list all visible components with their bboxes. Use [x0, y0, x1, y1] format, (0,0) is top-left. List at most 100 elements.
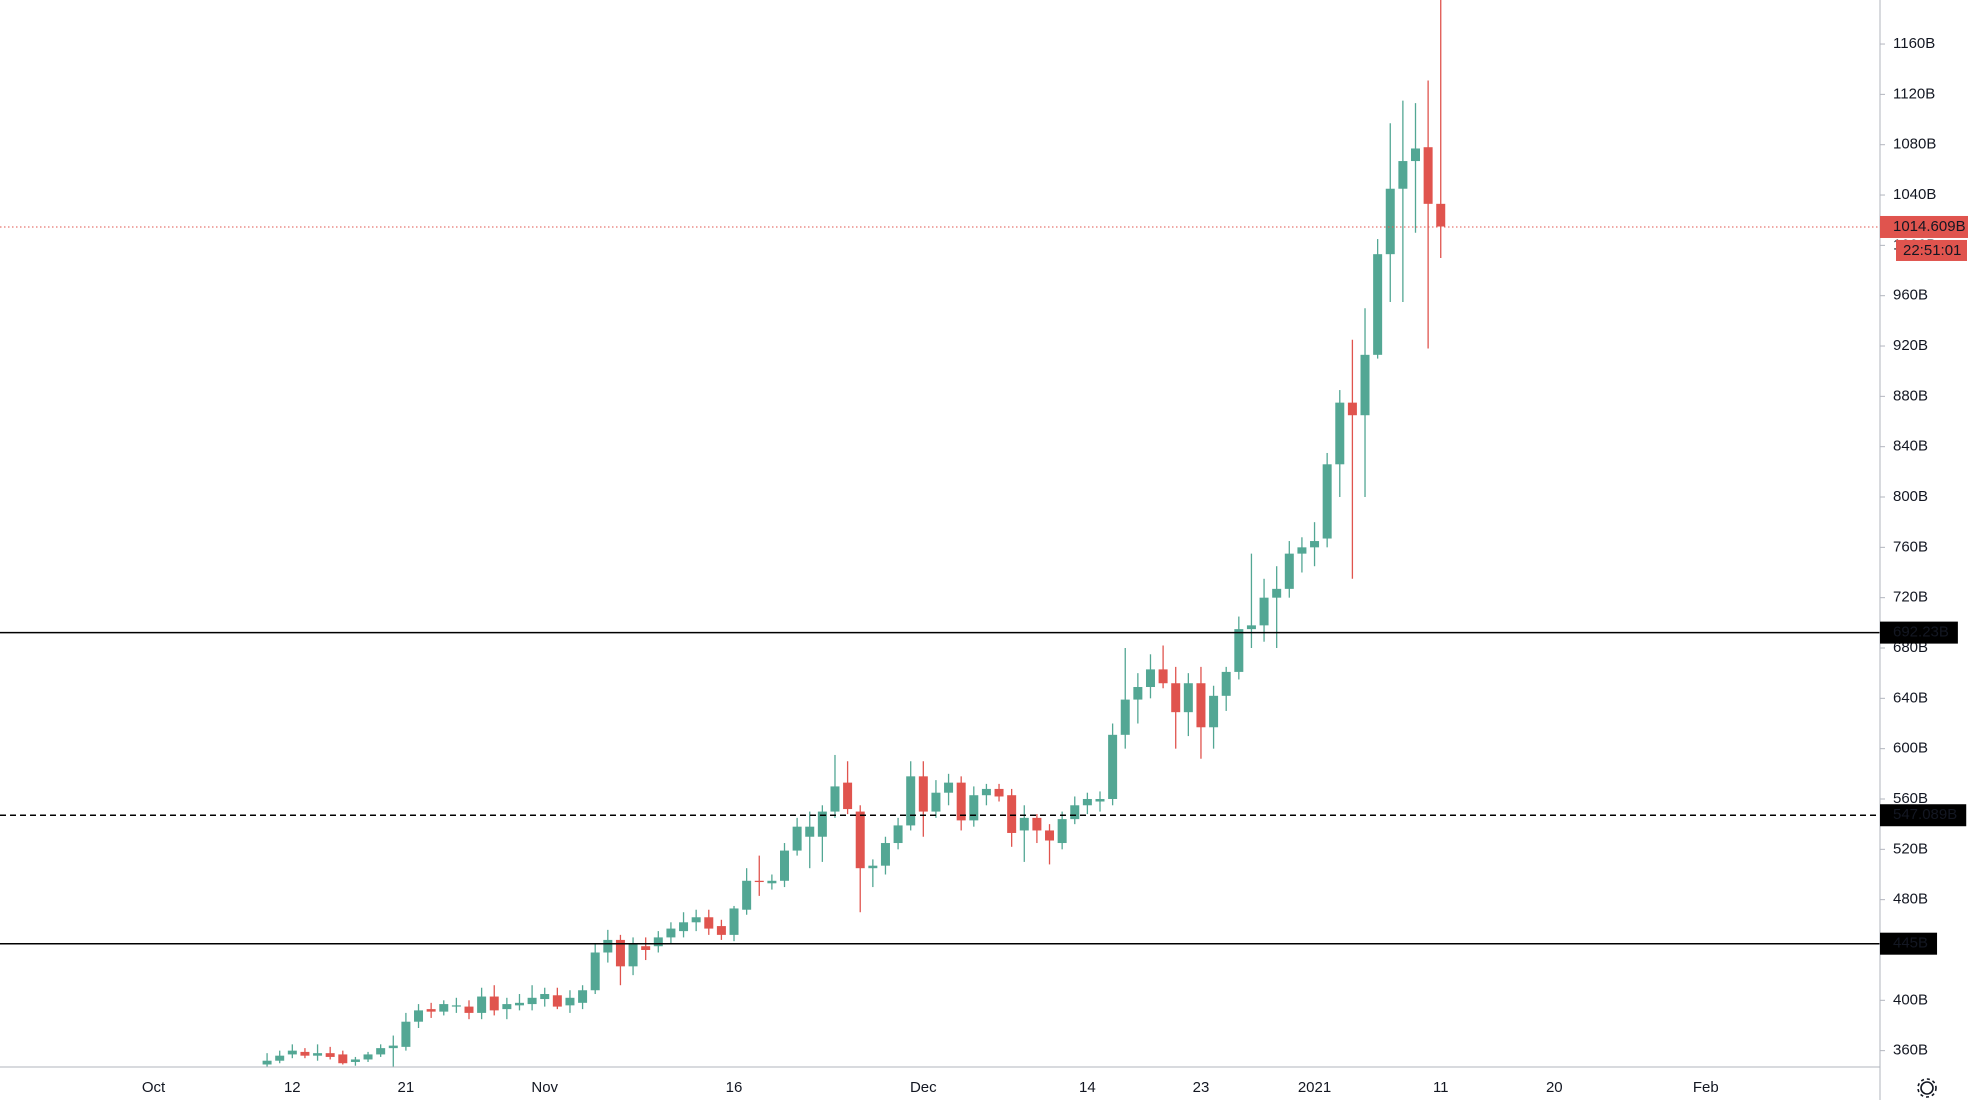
candle-body	[653, 937, 663, 947]
candle-body	[918, 776, 928, 812]
candle-body	[1347, 402, 1357, 416]
candle-body	[1045, 830, 1055, 841]
x-tick-label: 21	[398, 1079, 415, 1096]
candle-body	[426, 1009, 436, 1012]
candle-body	[1310, 541, 1320, 548]
x-tick-label: Oct	[142, 1079, 166, 1096]
y-tick-label: 720B	[1893, 589, 1928, 606]
x-tick-label: 2021	[1298, 1079, 1331, 1096]
countdown-box	[1896, 239, 1967, 261]
candle-body	[666, 928, 676, 938]
candle-body	[767, 880, 777, 884]
candle-body	[1411, 148, 1420, 162]
candle-body	[1183, 683, 1193, 713]
candle-body	[477, 996, 487, 1013]
x-tick-label: 12	[284, 1079, 301, 1096]
y-tick-label: 360B	[1893, 1042, 1928, 1059]
level-label-box	[1880, 932, 1938, 955]
candle-body	[969, 795, 979, 821]
candle-body	[691, 917, 701, 923]
candle-body	[1335, 402, 1345, 465]
level-label: 692.23B	[1893, 624, 1949, 641]
candle-body	[578, 990, 588, 1003]
candle-body	[1272, 588, 1282, 598]
candle-body	[880, 843, 890, 866]
y-tick-label: 800B	[1893, 488, 1928, 505]
candle-body	[1095, 798, 1105, 802]
candle-body	[325, 1053, 335, 1057]
y-tick-label: 520B	[1893, 840, 1928, 857]
candle-body	[565, 997, 575, 1006]
candle-body	[792, 826, 802, 851]
candle-body	[1070, 805, 1080, 820]
candle-body	[1158, 669, 1168, 684]
y-tick-label: 600B	[1893, 740, 1928, 757]
candle-body	[754, 880, 764, 883]
x-tick-label: Feb	[1693, 1079, 1719, 1096]
last-price-label: 1014.609B	[1893, 218, 1966, 235]
y-tick-label: 760B	[1893, 538, 1928, 555]
candle-body	[893, 825, 903, 844]
y-tick-label: 560B	[1893, 790, 1928, 807]
x-tick-label: Dec	[910, 1079, 937, 1096]
candle-body	[603, 939, 613, 953]
y-tick-label: 1120B	[1893, 85, 1935, 102]
candle-body	[552, 995, 562, 1007]
candle-body	[1423, 147, 1433, 204]
candle-body	[439, 1004, 449, 1012]
candle-body	[1234, 629, 1244, 672]
settings-icon[interactable]	[1917, 1078, 1937, 1098]
candle-body	[1209, 695, 1219, 728]
x-tick-label: 16	[726, 1079, 743, 1096]
candle-body	[956, 782, 966, 821]
y-tick-label: 960B	[1893, 287, 1928, 304]
x-tick-label: 20	[1546, 1079, 1563, 1096]
y-tick-label: 840B	[1893, 438, 1928, 455]
candle-body	[590, 952, 600, 991]
candle-body	[716, 926, 726, 935]
candle-body	[981, 788, 991, 796]
candle-body	[262, 1060, 272, 1065]
candle-body	[830, 786, 840, 812]
candle-body	[679, 922, 689, 932]
candle-body	[489, 996, 499, 1011]
candle-body	[338, 1054, 348, 1064]
candle-body	[931, 792, 941, 812]
candle-body	[615, 939, 625, 967]
level-label: 445B	[1893, 935, 1928, 952]
y-tick-label: 880B	[1893, 387, 1928, 404]
candle-body	[514, 1002, 524, 1006]
last-price-box	[1880, 215, 1968, 238]
candle-body	[994, 788, 1004, 797]
candle-body	[388, 1045, 398, 1049]
candle-body	[1196, 683, 1206, 728]
candle-body	[868, 865, 878, 869]
candle-body	[300, 1051, 310, 1056]
candle-body	[350, 1059, 360, 1062]
candle-body	[1373, 254, 1383, 355]
candle-body	[401, 1021, 411, 1047]
candle-body	[376, 1048, 386, 1055]
candle-body	[540, 994, 550, 1000]
candle-body	[742, 880, 752, 910]
candle-body	[1284, 553, 1294, 589]
candle-body	[704, 917, 714, 929]
x-tick-label: 23	[1193, 1079, 1210, 1096]
candle-body	[313, 1053, 323, 1056]
candle-body	[817, 811, 827, 837]
candle-body	[641, 946, 651, 950]
candle-body	[1171, 683, 1181, 713]
y-tick-label: 640B	[1893, 689, 1928, 706]
level-label: 547.089B	[1893, 806, 1957, 823]
candle-body	[843, 782, 853, 810]
candle-body	[729, 908, 739, 935]
candle-body	[414, 1010, 424, 1022]
y-tick-label: 400B	[1893, 991, 1928, 1008]
level-label-box	[1880, 804, 1967, 827]
candle-body	[855, 811, 865, 869]
candle-body	[628, 943, 638, 967]
candle-body	[944, 782, 954, 793]
candle-body	[1120, 699, 1130, 735]
candle-body	[275, 1055, 285, 1061]
